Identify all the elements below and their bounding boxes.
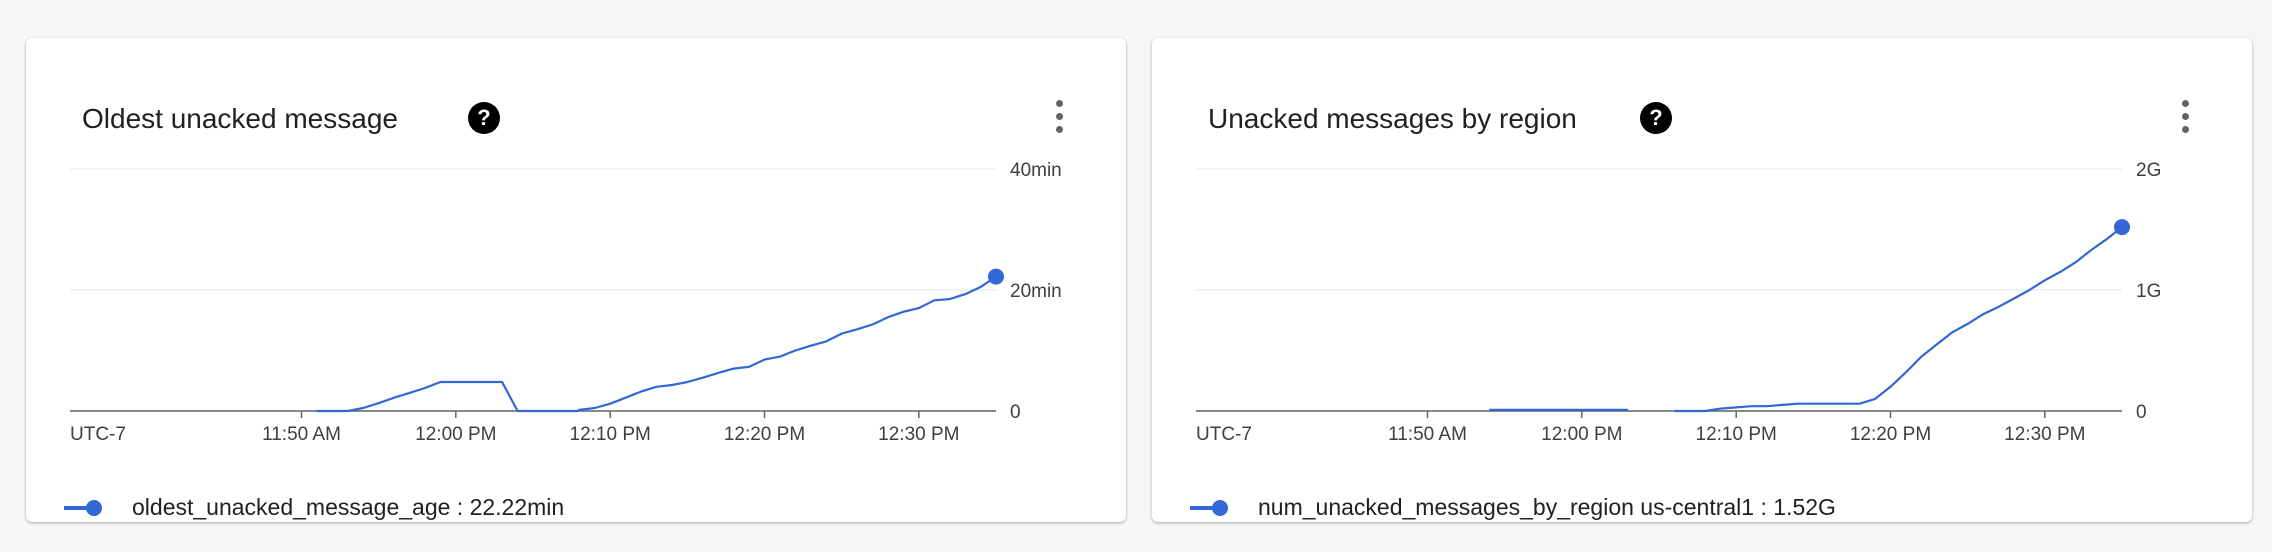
- legend-entry: oldest_unacked_message_age : 22.22min: [132, 494, 565, 520]
- y-tick-label: 1G: [2136, 281, 2161, 302]
- oldest-unacked-message-chart: 0 20min 40min 11:50 AM 12:00 PM 12:10 PM 12:20…: [70, 160, 1062, 445]
- latest-value-point[interactable]: [2114, 219, 2130, 236]
- more-vert-icon[interactable]: [2178, 100, 2192, 140]
- help-icon[interactable]: ?: [1640, 102, 1672, 134]
- x-tick-label: 12:00 PM: [415, 424, 496, 445]
- y-tick-label: 20min: [1010, 281, 1062, 302]
- legend-series-dot-icon: [1212, 500, 1228, 516]
- more-vert-icon[interactable]: [1052, 100, 1066, 140]
- legend-series-icon: [64, 506, 94, 510]
- x-tick-label: 12:30 PM: [2004, 424, 2085, 445]
- oldest-unacked-message-card: Oldest unacked message ? 0 20min 40min 11:5…: [26, 38, 1126, 522]
- legend-series-name: oldest_unacked_message_age: [132, 494, 451, 520]
- legend-series-name: num_unacked_messages_by_region us-centra…: [1258, 494, 1755, 520]
- timezone-label: UTC-7: [1196, 424, 1252, 445]
- x-tick-label: 11:50 AM: [1388, 424, 1467, 445]
- series-line[interactable]: [316, 275, 997, 413]
- x-tick-label: 12:30 PM: [878, 424, 959, 445]
- legend-entry: num_unacked_messages_by_region us-centra…: [1258, 494, 1836, 520]
- x-tick-label: 11:50 AM: [262, 424, 341, 445]
- series-line[interactable]: [1674, 226, 2123, 413]
- timezone-label: UTC-7: [70, 424, 126, 445]
- legend-series-dot-icon: [86, 500, 102, 516]
- legend-value: 22.22min: [469, 494, 565, 520]
- unacked-messages-by-region-card: Unacked messages by region ? 0 1G 2G 11:50 …: [1152, 38, 2252, 522]
- help-icon[interactable]: ?: [468, 102, 500, 134]
- y-tick-label: 2G: [2136, 160, 2161, 181]
- x-tick-label: 12:20 PM: [1850, 424, 1931, 445]
- x-tick-label: 12:10 PM: [1696, 424, 1777, 445]
- legend-value: 1.52G: [1773, 494, 1836, 520]
- y-tick-label: 0: [1010, 402, 1021, 423]
- chart-title: Oldest unacked message: [82, 103, 398, 134]
- y-tick-label: 0: [2136, 402, 2147, 423]
- x-tick-label: 12:10 PM: [570, 424, 651, 445]
- x-tick-label: 12:00 PM: [1541, 424, 1622, 445]
- legend-series-icon: [1190, 506, 1220, 510]
- y-tick-label: 40min: [1010, 160, 1062, 181]
- chart-title: Unacked messages by region: [1208, 103, 1577, 134]
- x-tick-label: 12:20 PM: [724, 424, 805, 445]
- latest-value-point[interactable]: [988, 268, 1004, 285]
- unacked-messages-by-region-chart: 0 1G 2G 11:50 AM 12:00 PM 12:10 PM 12:20 PM 12:…: [1196, 160, 2161, 445]
